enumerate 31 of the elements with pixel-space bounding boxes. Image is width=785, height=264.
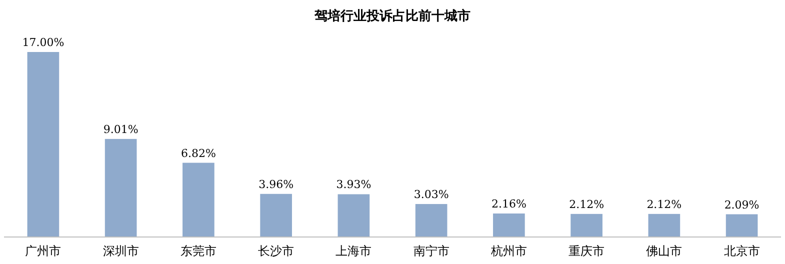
chart-title: 驾培行业投诉占比前十城市 bbox=[314, 8, 470, 24]
x-tick-label: 重庆市 bbox=[568, 244, 605, 258]
bar bbox=[338, 194, 370, 237]
bar bbox=[726, 214, 758, 237]
bar bbox=[570, 214, 602, 237]
x-tick-label: 深圳市 bbox=[102, 244, 139, 258]
data-label: 2.16% bbox=[491, 197, 526, 210]
data-label: 6.82% bbox=[180, 146, 216, 160]
x-tick-label: 佛山市 bbox=[646, 244, 682, 258]
data-label: 17.00% bbox=[22, 36, 64, 49]
x-tick-label: 北京市 bbox=[724, 244, 760, 258]
data-label: 3.03% bbox=[414, 188, 449, 202]
x-tick-label: 杭州市 bbox=[490, 244, 527, 258]
bar bbox=[260, 194, 292, 237]
data-label: 2.12% bbox=[569, 198, 604, 211]
x-tick-label: 广州市 bbox=[25, 244, 62, 258]
bar bbox=[104, 138, 137, 237]
data-label: 9.01% bbox=[103, 122, 138, 136]
x-tick-label: 南宁市 bbox=[413, 244, 450, 258]
data-label: 2.12% bbox=[646, 198, 682, 211]
data-label: 3.93% bbox=[336, 178, 372, 192]
x-tick-label: 长沙市 bbox=[258, 244, 294, 258]
bar bbox=[648, 214, 680, 237]
data-label: 2.09% bbox=[724, 198, 760, 212]
bar bbox=[415, 204, 448, 237]
bar bbox=[182, 162, 214, 237]
bar bbox=[27, 52, 60, 237]
x-tick-label: 上海市 bbox=[336, 244, 372, 258]
bar bbox=[493, 213, 525, 237]
data-label: 3.96% bbox=[258, 178, 294, 191]
x-tick-label: 东莞市 bbox=[180, 244, 216, 258]
